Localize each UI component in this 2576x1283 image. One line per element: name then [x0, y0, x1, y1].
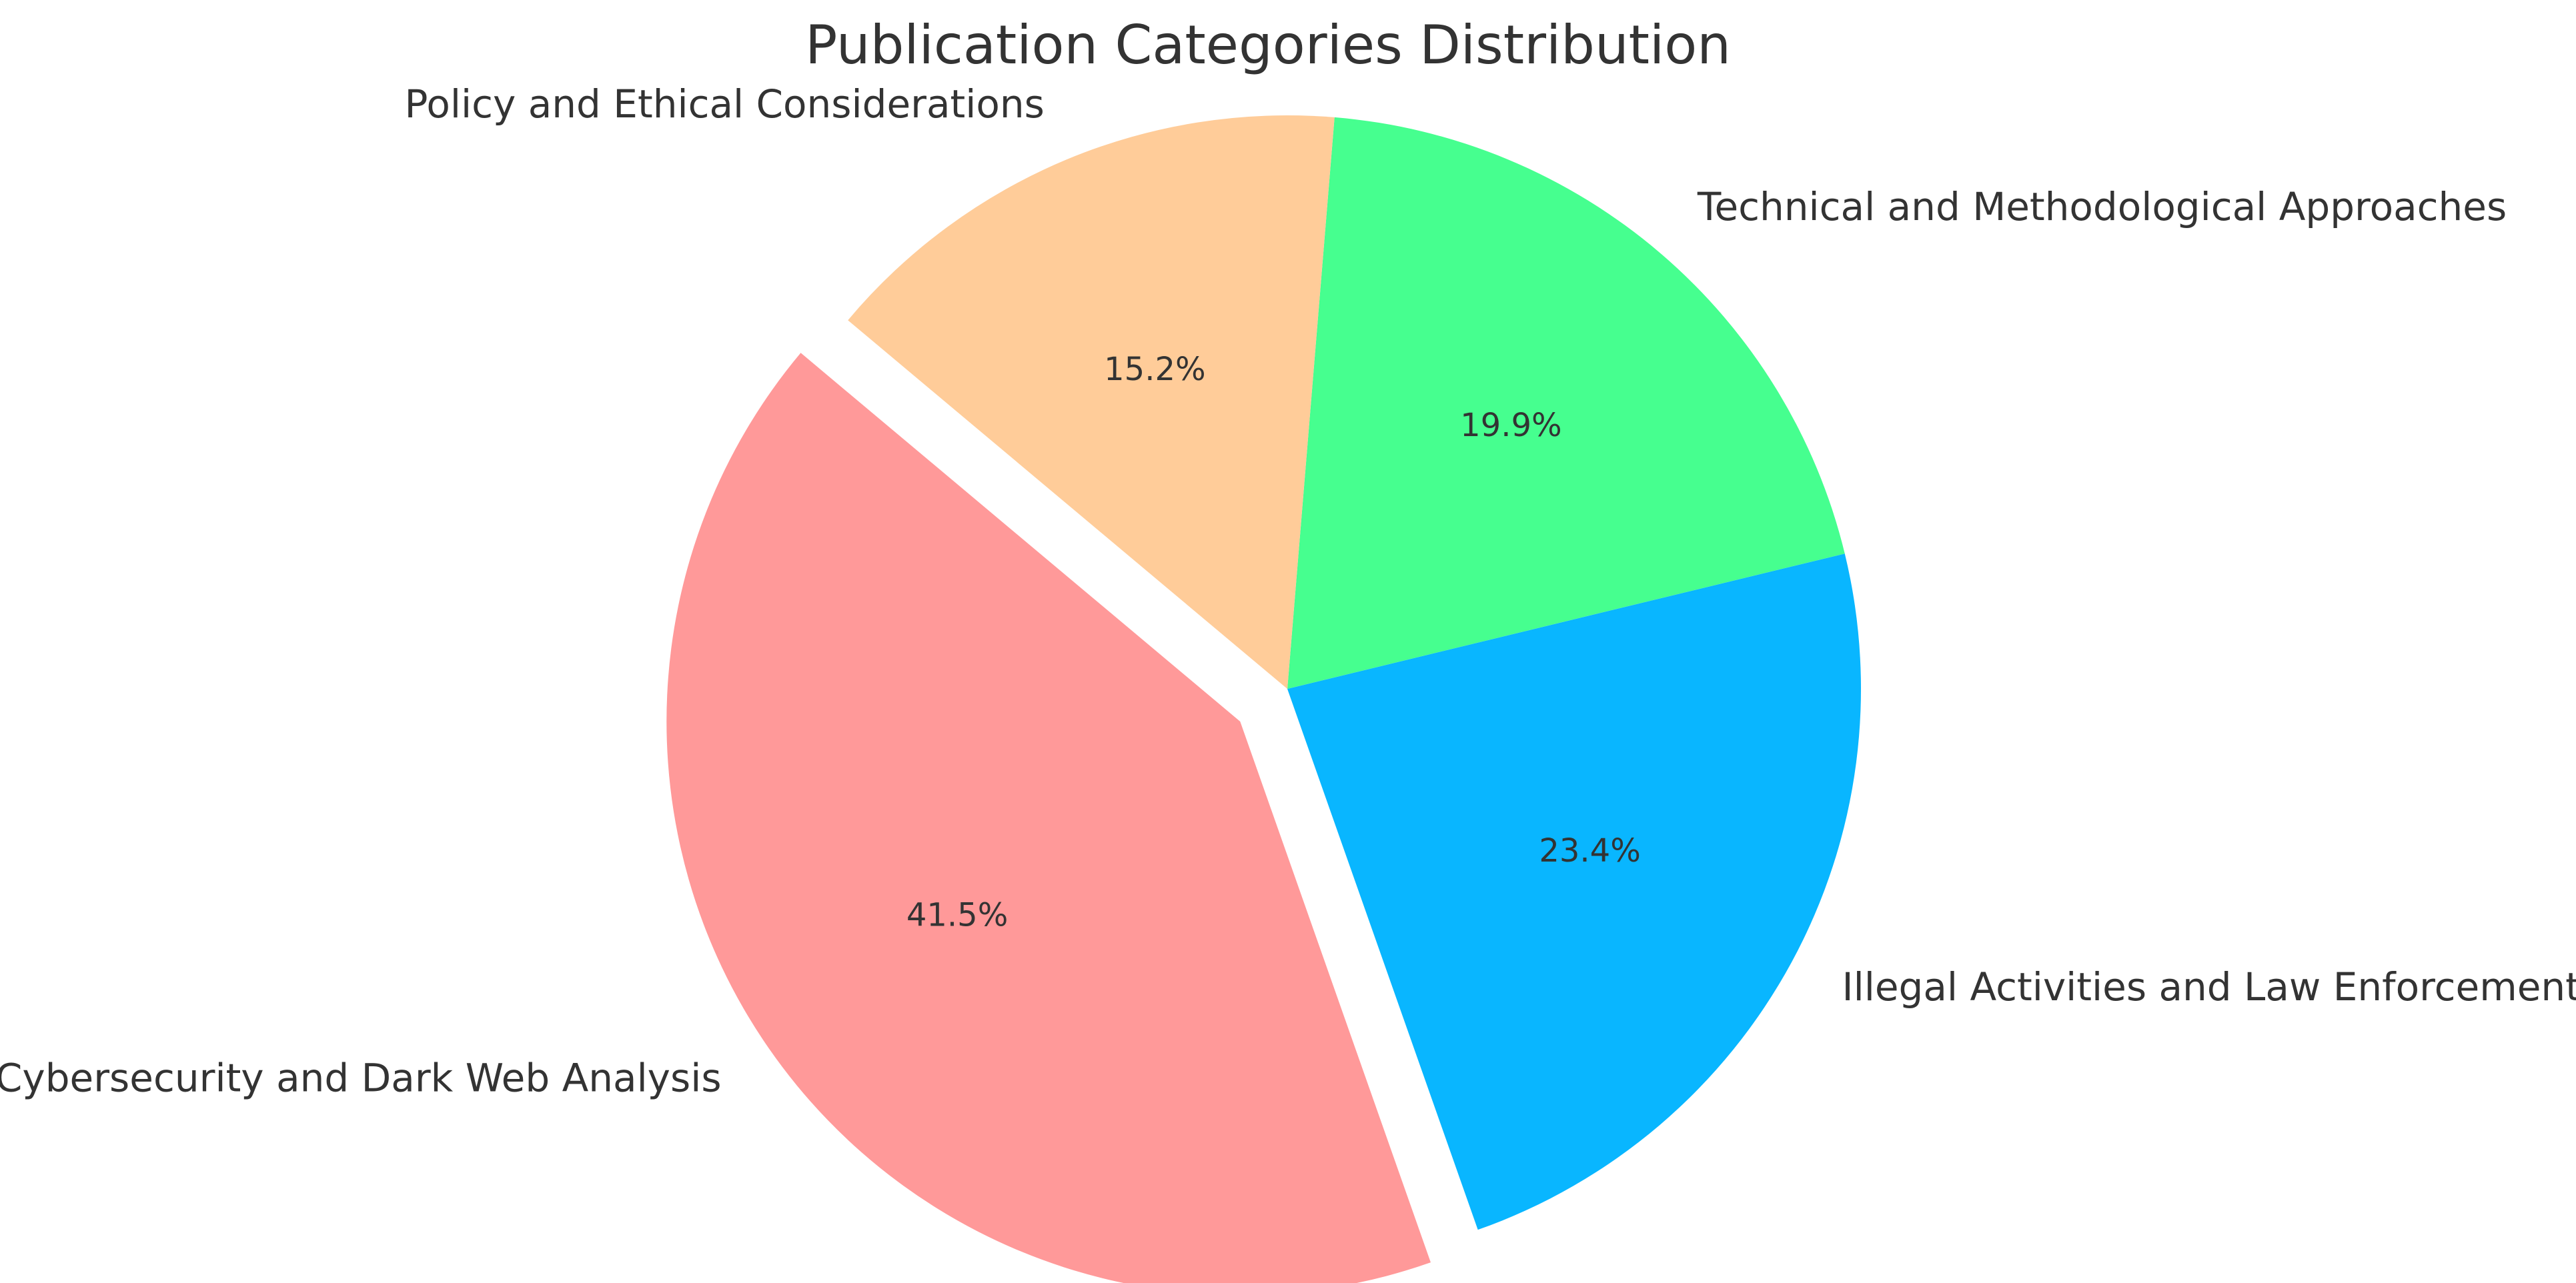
- pie-percent-labels: 41.5% 23.4% 19.9% 15.2%: [906, 351, 1641, 934]
- pie-slice-cybersecurity-and-dark-web-analysis: [666, 353, 1431, 1283]
- slice-percent-cybersecurity-and-dark-web-analysis: 41.5%: [906, 897, 1008, 934]
- slice-label-technical-and-methodological-approaches: Technical and Methodological Approaches: [1697, 184, 2507, 229]
- pie-slice-technical-and-methodological-approaches: [1287, 117, 1845, 689]
- slice-label-policy-and-ethical-considerations: Policy and Ethical Considerations: [404, 81, 1044, 127]
- pie-labels: Cybersecurity and Dark Web Analysis Illeg…: [0, 81, 2576, 1101]
- slice-label-cybersecurity-and-dark-web-analysis: Cybersecurity and Dark Web Analysis: [0, 1056, 722, 1101]
- slice-label-illegal-activities-and-law-enforcement: Illegal Activities and Law Enforcement: [1842, 964, 2576, 1010]
- chart-title: Publication Categories Distribution: [805, 14, 1731, 76]
- slice-percent-illegal-activities-and-law-enforcement: 23.4%: [1539, 832, 1640, 870]
- pie-slice-policy-and-ethical-considerations: [848, 115, 1335, 689]
- slice-percent-policy-and-ethical-considerations: 15.2%: [1104, 351, 1205, 388]
- pie-slices: [666, 115, 1861, 1283]
- slice-percent-technical-and-methodological-approaches: 19.9%: [1460, 407, 1561, 444]
- pie-slice-illegal-activities-and-law-enforcement: [1287, 553, 1861, 1230]
